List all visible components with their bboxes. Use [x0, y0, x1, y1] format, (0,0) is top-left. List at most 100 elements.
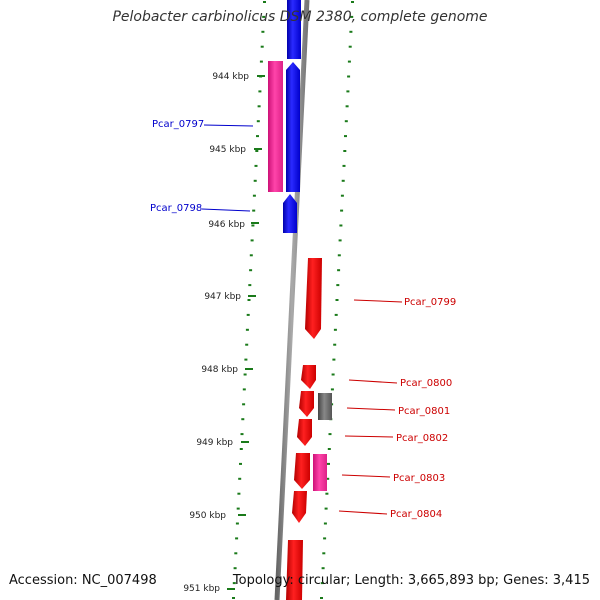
- minor-tick-dot: [333, 343, 337, 346]
- minor-tick-dot: [337, 269, 341, 272]
- gene-label-pcar-0804[interactable]: Pcar_0804: [390, 509, 442, 520]
- kbp-label: 948 kbp: [201, 365, 238, 375]
- minor-tick-dot: [325, 492, 329, 495]
- minor-tick-dot: [245, 343, 249, 346]
- label-leader-line: [344, 435, 394, 438]
- right-gene-labels: Pcar_0799 Pcar_0800 Pcar_0801 Pcar_0802 …: [338, 297, 456, 520]
- inner-tick-dots: [232, 1, 266, 599]
- gray-gene-pcar-0801[interactable]: [318, 393, 332, 420]
- minor-tick-dot: [321, 567, 325, 570]
- gene-label-pcar-0797[interactable]: Pcar_0797: [152, 119, 204, 130]
- minor-tick-dot: [340, 209, 344, 212]
- minor-tick-dot: [242, 403, 246, 406]
- kbp-label: 947 kbp: [204, 292, 241, 302]
- label-leader-line: [353, 299, 403, 303]
- pink-gene-pcar-0803[interactable]: [313, 454, 327, 491]
- label-leader-line: [203, 124, 254, 127]
- label-leader-line: [348, 379, 398, 384]
- genome-title: Pelobacter carbinolicus DSM 2380, comple…: [112, 9, 488, 25]
- minor-tick-dot: [238, 477, 242, 480]
- minor-tick-dot: [344, 120, 348, 123]
- minor-tick-dot: [239, 448, 243, 450]
- minor-tick-dot: [338, 239, 342, 242]
- minor-tick-dot: [234, 552, 238, 555]
- forward-gene-pcar-0799[interactable]: [305, 258, 322, 339]
- minor-tick-dot: [344, 135, 347, 138]
- minor-tick-dot: [236, 507, 240, 510]
- minor-tick-dot: [237, 492, 241, 495]
- minor-tick-dot: [239, 462, 242, 465]
- minor-tick-dot: [256, 120, 260, 123]
- minor-tick-dot: [246, 313, 250, 316]
- label-leader-line: [341, 474, 391, 478]
- minor-tick-dot: [340, 194, 344, 197]
- minor-tick-dot: [327, 462, 330, 465]
- minor-tick-dot: [342, 164, 346, 167]
- minor-tick-dot: [322, 552, 326, 555]
- minor-tick-dot: [328, 433, 332, 436]
- minor-tick-dot: [323, 522, 327, 525]
- minor-tick-dot: [320, 582, 324, 585]
- minor-tick-dot: [326, 477, 330, 480]
- reverse-gene-pcar-0797[interactable]: [286, 62, 300, 192]
- minor-tick-dot: [345, 105, 349, 108]
- forward-gene-pcar-0800[interactable]: [301, 365, 316, 389]
- forward-gene-pcar-0803[interactable]: [294, 453, 310, 489]
- kbp-label: 946 kbp: [208, 220, 245, 230]
- minor-tick-dot: [262, 15, 266, 18]
- minor-tick-dot: [257, 105, 261, 108]
- minor-tick-dot: [256, 135, 259, 138]
- minor-tick-dot: [258, 90, 262, 93]
- minor-tick-dot: [250, 239, 254, 242]
- minor-tick-dot: [330, 388, 334, 391]
- minor-tick-dot: [347, 75, 351, 78]
- gene-label-pcar-0798[interactable]: Pcar_0798: [150, 203, 202, 214]
- minor-tick-dot: [235, 537, 239, 540]
- minor-tick-dot: [260, 45, 264, 48]
- minor-tick-dot: [337, 254, 341, 257]
- minor-tick-dot: [350, 15, 354, 18]
- left-gene-labels: Pcar_0797 Pcar_0798: [150, 119, 254, 214]
- reverse-gene-pcar-0798[interactable]: [283, 194, 297, 233]
- minor-tick-dot: [249, 254, 253, 257]
- minor-tick-dot: [242, 388, 246, 391]
- minor-tick-dot: [349, 30, 353, 33]
- topology-text: Topology: circular; Length: 3,665,893 bp…: [232, 573, 590, 588]
- minor-tick-dot: [232, 597, 235, 599]
- minor-tick-dot: [348, 45, 352, 48]
- pink-gene[interactable]: [268, 61, 283, 192]
- kbp-labels: 944 kbp 945 kbp 946 kbp 947 kbp 948 kbp …: [183, 72, 249, 594]
- minor-tick-dot: [335, 299, 339, 301]
- minor-tick-dot: [320, 597, 323, 599]
- minor-tick-dot: [245, 328, 249, 331]
- gene-label-pcar-0802[interactable]: Pcar_0802: [396, 433, 448, 444]
- label-leader-line: [201, 208, 251, 212]
- forward-gene-bottom[interactable]: [286, 540, 303, 600]
- gene-label-pcar-0803[interactable]: Pcar_0803: [393, 473, 445, 484]
- kbp-label: 944 kbp: [212, 72, 249, 82]
- kbp-label: 951 kbp: [183, 584, 220, 594]
- minor-tick-dot: [261, 30, 265, 33]
- minor-tick-dot: [346, 90, 350, 93]
- minor-tick-dot: [240, 433, 244, 436]
- accession-text: Accession: NC_007498: [9, 573, 157, 588]
- gene-label-pcar-0799[interactable]: Pcar_0799: [404, 297, 456, 308]
- minor-tick-dot: [244, 358, 248, 361]
- gene-features: [268, 0, 332, 600]
- minor-tick-dot: [343, 150, 347, 152]
- reverse-gene-top[interactable]: [287, 0, 301, 59]
- minor-tick-dot: [249, 269, 253, 272]
- minor-tick-dot: [327, 448, 331, 450]
- minor-tick-dot: [331, 373, 335, 376]
- minor-tick-dot: [241, 418, 245, 421]
- forward-gene-pcar-0804[interactable]: [292, 491, 307, 523]
- minor-tick-dot: [254, 164, 258, 167]
- forward-gene-pcar-0801[interactable]: [299, 391, 314, 417]
- gene-label-pcar-0801[interactable]: Pcar_0801: [398, 406, 450, 417]
- gene-label-pcar-0800[interactable]: Pcar_0800: [400, 378, 452, 389]
- kbp-label: 950 kbp: [189, 511, 226, 521]
- minor-tick-dot: [233, 567, 237, 570]
- minor-tick-dot: [324, 507, 328, 510]
- forward-gene-pcar-0802[interactable]: [297, 419, 312, 446]
